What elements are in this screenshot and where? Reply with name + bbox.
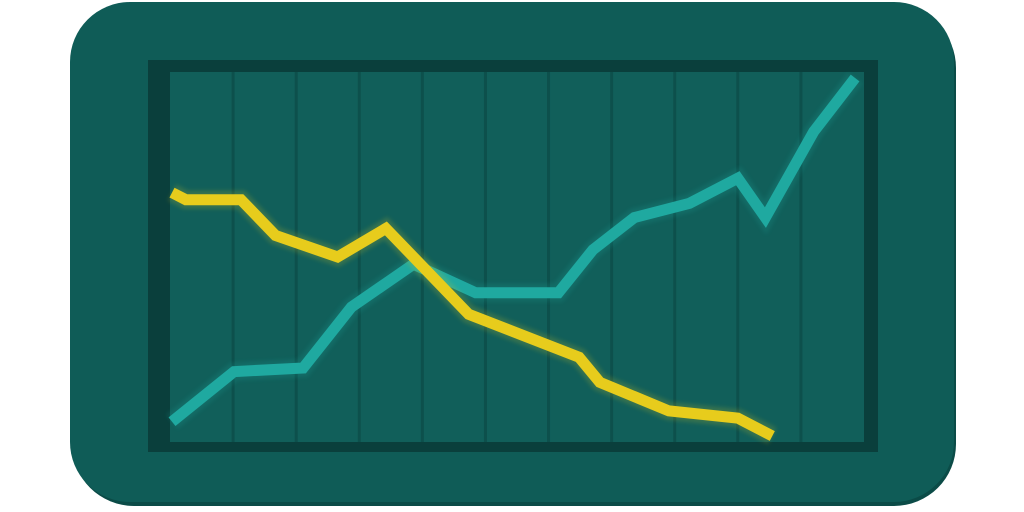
series-line-teal xyxy=(168,74,860,426)
series-line-yellow xyxy=(169,187,775,441)
screen-area xyxy=(170,72,864,442)
